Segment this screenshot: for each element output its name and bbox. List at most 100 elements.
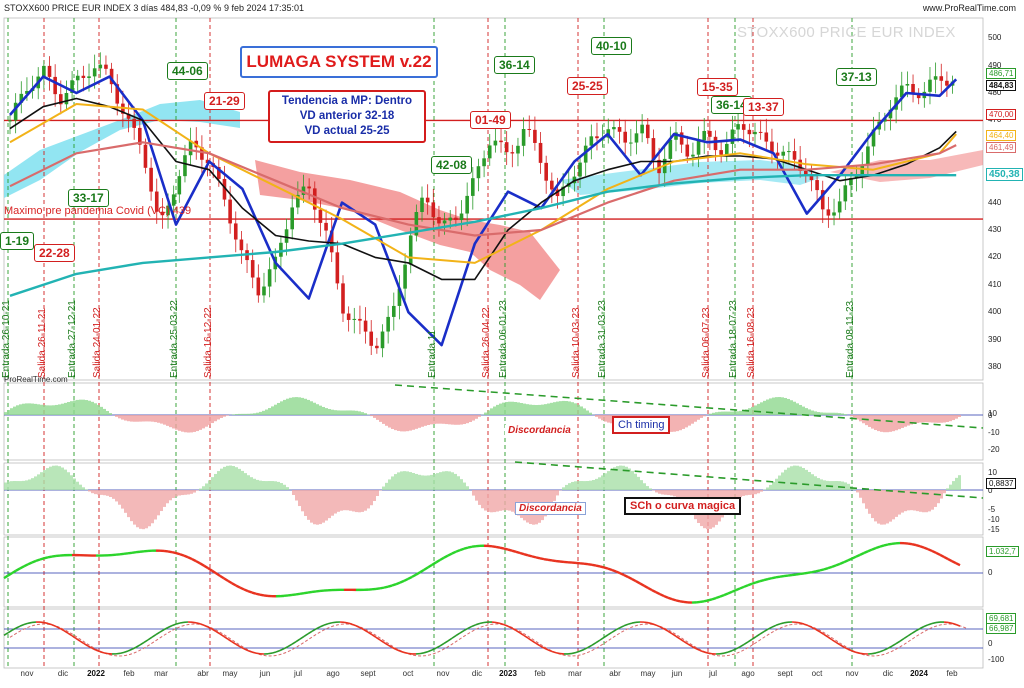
osc-timing-bar-310 [934, 415, 937, 423]
osc4-seg-38 [152, 635, 156, 638]
candle-body-165 [939, 76, 943, 81]
osc3-seg-108 [432, 562, 436, 564]
osc3-seg-42 [168, 551, 172, 552]
osc-sch-bar-205 [619, 466, 622, 490]
candle-body-67 [386, 317, 390, 332]
candle-body-166 [945, 81, 949, 86]
osc-timing-bar-195 [589, 413, 592, 415]
osc-sch-bar-269 [811, 474, 814, 490]
osc3-seg-217 [868, 550, 872, 552]
x-tick-14: 2023 [499, 669, 517, 678]
osc4-seg-143 [572, 652, 576, 653]
osc4-seg-87 [348, 623, 352, 624]
osc-sch-bar-264 [796, 466, 799, 490]
osc-sch-bar-158 [478, 490, 481, 505]
period-box-5: 42-08 [431, 156, 472, 174]
osc3-seg-208 [832, 565, 836, 566]
candle-body-92 [527, 129, 531, 130]
osc4-seg-40 [160, 630, 164, 632]
osc-sch-bar-28 [88, 490, 91, 492]
osc4-seg-237 [948, 622, 952, 623]
osc4-seg-230 [920, 627, 924, 629]
osc1-tick-2: -10 [988, 428, 1000, 437]
osc-timing-bar-173 [523, 404, 526, 415]
osc3-seg-76 [304, 593, 308, 594]
candle-body-49 [285, 229, 289, 242]
osc-timing-bar-270 [814, 411, 817, 415]
osc-timing-bar-260 [784, 398, 787, 415]
osc3-seg-198 [792, 575, 796, 576]
candle-body-117 [669, 140, 673, 159]
osc-sch-bar-35 [109, 490, 112, 497]
osc4-seg-139 [556, 653, 560, 654]
candle-body-63 [364, 321, 368, 332]
osc4-seg-189 [756, 634, 760, 637]
osc-sch-bar-87 [265, 481, 268, 490]
osc3-seg-10 [40, 558, 44, 559]
osc3-seg-176 [704, 600, 708, 601]
osc-timing-bar-48 [148, 415, 151, 421]
osc3-seg-201 [804, 573, 808, 574]
osc-timing-bar-267 [805, 408, 808, 415]
osc-timing-bar-158 [478, 415, 481, 417]
osc-timing-bar-275 [829, 413, 832, 415]
osc4-seg-114 [456, 633, 460, 636]
osc3-seg-54 [216, 573, 220, 576]
osc-timing-bar-116 [352, 411, 355, 415]
osc4-seg-227 [908, 633, 912, 636]
osc-timing-bar-119 [361, 412, 364, 415]
osc-sch-bar-313 [943, 490, 946, 493]
osc4-seg-228 [912, 631, 916, 633]
osc-sch-bar-168 [508, 490, 511, 511]
candle-body-56 [324, 223, 328, 231]
osc-timing-bar-107 [325, 408, 328, 415]
osc-timing-bar-85 [259, 412, 262, 415]
osc4-seg-214 [856, 652, 860, 653]
candle-body-50 [290, 207, 294, 229]
osc-timing-bar-184 [556, 402, 559, 415]
candle-body-78 [448, 218, 452, 221]
osc-timing-bar-163 [493, 406, 496, 415]
osc4-seg-224 [896, 641, 900, 644]
osc-timing-bar-151 [457, 415, 460, 425]
price-tick-7: 430 [988, 225, 1001, 234]
osc3-seg-150 [600, 566, 604, 567]
period-box-0: 1-19 [0, 232, 34, 250]
osc4-seg-42 [168, 626, 172, 628]
osc-timing-bar-265 [799, 405, 802, 415]
osc4-seg-126 [504, 625, 508, 627]
osc3-seg-100 [400, 581, 404, 583]
candle-body-0 [8, 120, 12, 121]
candle-body-88 [505, 142, 509, 152]
candle-body-163 [928, 80, 932, 92]
osc-sch-bar-48 [148, 490, 151, 526]
osc3-seg-167 [668, 598, 672, 599]
osc-sch-bar-290 [874, 490, 877, 521]
osc-sch-bar-25 [79, 485, 82, 490]
osc-timing-bar-315 [949, 415, 952, 421]
osc-timing-bar-176 [532, 405, 535, 415]
osc3-seg-189 [756, 581, 760, 582]
osc-sch-bar-67 [205, 483, 208, 490]
osc3-seg-97 [388, 586, 392, 587]
candle-body-122 [697, 140, 701, 154]
osc-sch-bar-5 [19, 481, 22, 490]
osc-timing-bar-128 [388, 415, 391, 428]
osc4-seg-181 [724, 652, 728, 653]
osc-timing-bar-309 [931, 415, 934, 423]
osc3-seg-186 [744, 585, 748, 587]
osc-timing-bar-63 [193, 415, 196, 432]
osc4-seg-45 [180, 622, 184, 623]
candle-body-120 [685, 145, 689, 157]
osc4-seg-162 [648, 623, 652, 624]
osc-timing-bar-188 [568, 401, 571, 415]
candle-body-129 [736, 124, 740, 129]
osc-timing-bar-133 [403, 415, 406, 431]
kumo-red-1 [255, 160, 560, 300]
osc4-seg-180 [720, 653, 724, 654]
signal-label-1: Salida 26-11-21 [37, 308, 48, 378]
osc-sch-bar-300 [904, 490, 907, 511]
osc-timing-bar-57 [175, 415, 178, 430]
osc3-seg-179 [716, 597, 720, 598]
